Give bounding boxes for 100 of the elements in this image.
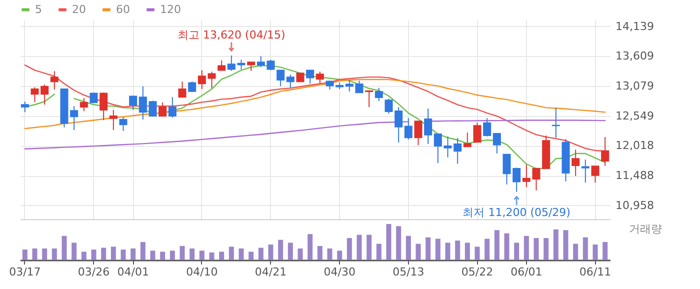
bar bbox=[238, 248, 244, 260]
bar bbox=[72, 242, 77, 260]
annotation: 최고 13,620 (04/15) bbox=[178, 28, 286, 42]
bar bbox=[416, 244, 421, 260]
bar bbox=[327, 248, 332, 260]
x-tick-label: 03/17 bbox=[9, 266, 41, 278]
bar bbox=[317, 246, 322, 260]
bar bbox=[524, 236, 529, 260]
legend-label: 20 bbox=[72, 2, 86, 16]
bar bbox=[130, 248, 136, 260]
bar bbox=[160, 252, 166, 260]
candlestick bbox=[109, 109, 118, 131]
legend-label: 5 bbox=[35, 2, 42, 16]
candlestick bbox=[591, 166, 600, 184]
bar bbox=[592, 244, 598, 260]
bar bbox=[42, 248, 48, 260]
x-tick-label: 04/10 bbox=[186, 266, 218, 278]
bar bbox=[386, 224, 392, 260]
candlestick bbox=[296, 72, 304, 82]
line-series bbox=[24, 78, 606, 130]
x-tick-label: 04/30 bbox=[324, 266, 356, 278]
bar bbox=[170, 250, 175, 260]
bar bbox=[573, 244, 578, 260]
bar bbox=[445, 242, 450, 260]
text: 거래량 bbox=[629, 222, 662, 236]
bar bbox=[308, 234, 313, 260]
x-tick-label: 06/11 bbox=[579, 266, 612, 278]
bar bbox=[553, 229, 558, 260]
candlestick bbox=[581, 158, 590, 184]
bar bbox=[298, 248, 303, 260]
candlestick bbox=[572, 149, 580, 176]
y-tick-label: 12,018 bbox=[616, 139, 654, 152]
bar bbox=[494, 230, 500, 260]
x-tick-label: 05/13 bbox=[392, 266, 424, 278]
bar bbox=[219, 252, 224, 260]
bar bbox=[258, 248, 264, 260]
candlestick bbox=[237, 59, 246, 70]
candlestick bbox=[256, 56, 265, 68]
bar bbox=[199, 250, 204, 260]
bar bbox=[514, 242, 520, 260]
y-tick-label: 12,549 bbox=[616, 109, 654, 122]
bar bbox=[120, 250, 126, 260]
bar bbox=[435, 238, 440, 260]
bar bbox=[504, 233, 510, 260]
bar bbox=[91, 250, 96, 260]
x-tick-label: 06/01 bbox=[510, 266, 542, 278]
candlestick bbox=[80, 98, 88, 112]
annotation: 최저 11,200 (05/29) bbox=[462, 206, 570, 219]
bar bbox=[62, 236, 67, 260]
candlestick bbox=[100, 92, 108, 121]
bar bbox=[209, 252, 214, 260]
bar bbox=[81, 252, 86, 260]
x-tick-label: 03/26 bbox=[78, 266, 110, 278]
bar bbox=[150, 250, 156, 260]
bar bbox=[426, 237, 431, 260]
y-tick-label: 10,958 bbox=[616, 198, 654, 212]
bar bbox=[268, 244, 274, 260]
bar bbox=[22, 250, 28, 260]
y-tick-label: 13,609 bbox=[616, 50, 654, 63]
y-tick-label: 14,139 bbox=[616, 20, 654, 33]
candlestick bbox=[218, 60, 226, 72]
candlestick bbox=[463, 132, 472, 148]
bar bbox=[544, 238, 549, 260]
bar bbox=[455, 240, 460, 260]
bar bbox=[180, 246, 185, 260]
legend-label: 60 bbox=[116, 2, 130, 16]
bar bbox=[484, 238, 490, 260]
candlestick bbox=[208, 71, 216, 89]
bar bbox=[52, 248, 57, 260]
y-tick-label: 11,488 bbox=[616, 169, 654, 182]
candlestick bbox=[286, 74, 294, 89]
bar bbox=[396, 226, 402, 260]
x-tick-label: 05/22 bbox=[461, 266, 494, 278]
bar bbox=[356, 234, 362, 260]
bar bbox=[464, 242, 470, 260]
bar bbox=[534, 238, 539, 260]
candlestick bbox=[492, 132, 501, 154]
y-tick-label: 13,079 bbox=[616, 79, 654, 92]
candlestick bbox=[247, 62, 256, 72]
bar bbox=[278, 240, 284, 260]
x-tick-label: 04/21 bbox=[254, 266, 287, 278]
candlestick bbox=[50, 70, 58, 90]
bar bbox=[248, 252, 254, 260]
bar bbox=[32, 248, 38, 260]
candlestick bbox=[522, 164, 530, 188]
candlestick bbox=[227, 54, 236, 72]
candlestick bbox=[90, 92, 98, 104]
candlestick bbox=[20, 101, 29, 113]
bar bbox=[602, 242, 608, 260]
bar bbox=[288, 242, 293, 260]
bar bbox=[337, 250, 342, 260]
bar bbox=[366, 234, 372, 260]
bar bbox=[110, 246, 116, 260]
bar bbox=[190, 248, 195, 260]
bar bbox=[140, 242, 146, 260]
bar bbox=[101, 248, 106, 260]
bar bbox=[228, 246, 234, 260]
candlestick bbox=[306, 70, 314, 84]
bar bbox=[346, 238, 352, 260]
bar bbox=[474, 246, 480, 260]
